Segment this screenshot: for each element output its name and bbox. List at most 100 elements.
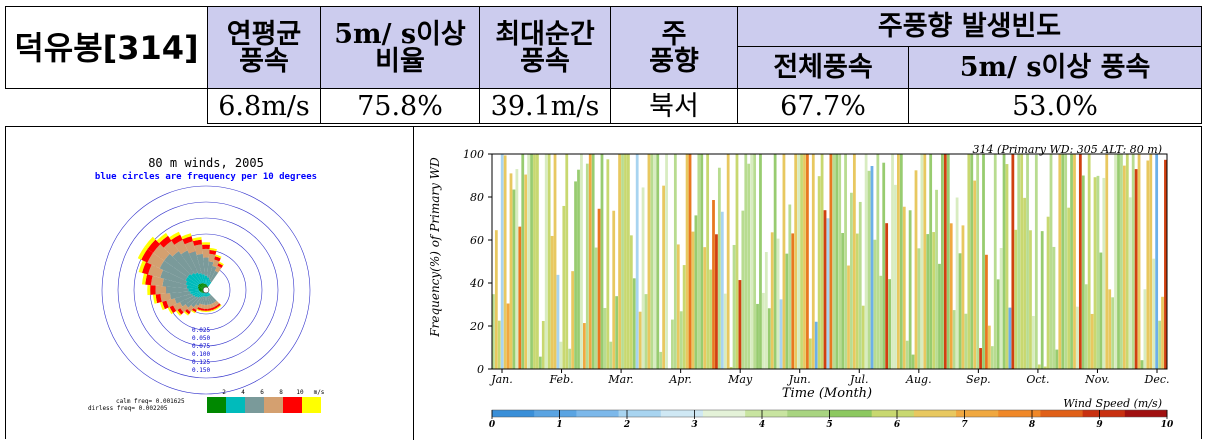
bar — [627, 154, 630, 369]
bar — [562, 206, 565, 369]
ring-label: 0.100 — [192, 351, 210, 358]
legend-swatch — [264, 397, 283, 413]
bar — [935, 190, 938, 369]
freq-5-header: 5m/ s이상 풍속 — [909, 47, 1202, 89]
bar — [703, 247, 706, 369]
month-label: Jun. — [787, 373, 811, 386]
chart-title: 314 (Primary WD: 305 ALT: 80 m) — [973, 143, 1162, 156]
month-label: Nov. — [1084, 373, 1110, 386]
colorbar-tick-label: 4 — [759, 420, 765, 430]
bar — [976, 154, 979, 369]
bar — [1026, 154, 1029, 369]
bar — [947, 154, 950, 369]
month-label: Aug. — [905, 373, 932, 386]
colorbar-segment — [830, 410, 873, 417]
bar — [706, 154, 709, 369]
bar — [736, 154, 739, 369]
bar — [718, 168, 721, 369]
colorbar-segment — [534, 410, 577, 417]
bar — [967, 154, 970, 369]
y-axis-label: Frequency(%) of Primary WD — [428, 157, 442, 338]
bar — [568, 349, 571, 369]
bar — [1009, 308, 1012, 369]
rose-subtitle: blue circles are frequency per 10 degree… — [95, 171, 317, 182]
bar — [747, 164, 750, 369]
bar — [1055, 350, 1058, 369]
bar — [721, 212, 724, 369]
bar — [727, 154, 730, 369]
bar — [1114, 154, 1117, 369]
bar — [1132, 154, 1135, 369]
freq-all-header: 전체풍속 — [738, 47, 909, 89]
bar — [686, 154, 689, 369]
bar — [1158, 321, 1161, 369]
bar — [1041, 231, 1044, 369]
bar — [1161, 297, 1164, 369]
colorbar-tick-label: 10 — [1161, 420, 1174, 430]
month-label: Apr. — [668, 373, 692, 386]
bar — [1053, 247, 1056, 369]
bar — [859, 202, 862, 369]
bar — [765, 252, 768, 369]
y-tick-label: 80 — [470, 191, 484, 204]
bar — [1047, 217, 1050, 369]
rose-petal-seg — [204, 305, 207, 309]
bar — [856, 234, 859, 369]
x-axis-label: Time (Month) — [782, 386, 872, 401]
colorbar-tick-label: 1 — [556, 420, 562, 430]
bar — [780, 299, 783, 369]
bar — [888, 279, 891, 369]
colorbar-segment — [1125, 410, 1168, 417]
colorbar-tick-label: 7 — [961, 420, 968, 430]
bar — [929, 154, 932, 369]
bar — [1035, 155, 1038, 369]
bar — [871, 166, 874, 369]
bar — [615, 296, 618, 369]
month-label: Jul. — [848, 373, 869, 386]
bar — [674, 154, 677, 369]
bar — [680, 311, 683, 369]
ring-label: 0.125 — [192, 359, 210, 366]
bar — [1120, 154, 1123, 369]
bar — [527, 154, 530, 369]
bar — [777, 239, 780, 369]
bar — [1064, 154, 1067, 369]
bar — [507, 304, 510, 369]
bar — [697, 154, 700, 369]
bar — [715, 234, 718, 369]
colorbar-segment — [872, 410, 915, 417]
bar — [1097, 176, 1100, 369]
rose-petal-seg — [202, 245, 210, 249]
legend-swatch — [207, 397, 226, 413]
bar — [885, 223, 888, 369]
blank-cell — [6, 89, 208, 124]
bar — [1117, 154, 1120, 369]
bar — [891, 154, 894, 369]
bar — [923, 154, 926, 369]
bar — [1006, 164, 1009, 369]
freq-title: 주풍향 발생빈도 — [738, 7, 1202, 47]
bar — [994, 154, 997, 369]
bar — [689, 154, 692, 369]
bar — [589, 154, 592, 369]
bar — [606, 159, 609, 369]
bar — [645, 294, 648, 369]
bar — [850, 193, 853, 369]
bar — [671, 320, 674, 369]
colorbar-tick-label: 5 — [826, 420, 832, 430]
bar — [865, 154, 868, 369]
bar — [1067, 208, 1070, 369]
rose-petal-seg — [204, 309, 208, 311]
bar — [1088, 154, 1091, 369]
bar — [824, 210, 827, 369]
bar — [630, 235, 633, 369]
gust-header-l2: 풍속 — [520, 46, 570, 77]
bar — [656, 154, 659, 369]
colorbar-segment — [619, 410, 662, 417]
legend-tick: 2 — [222, 389, 226, 396]
